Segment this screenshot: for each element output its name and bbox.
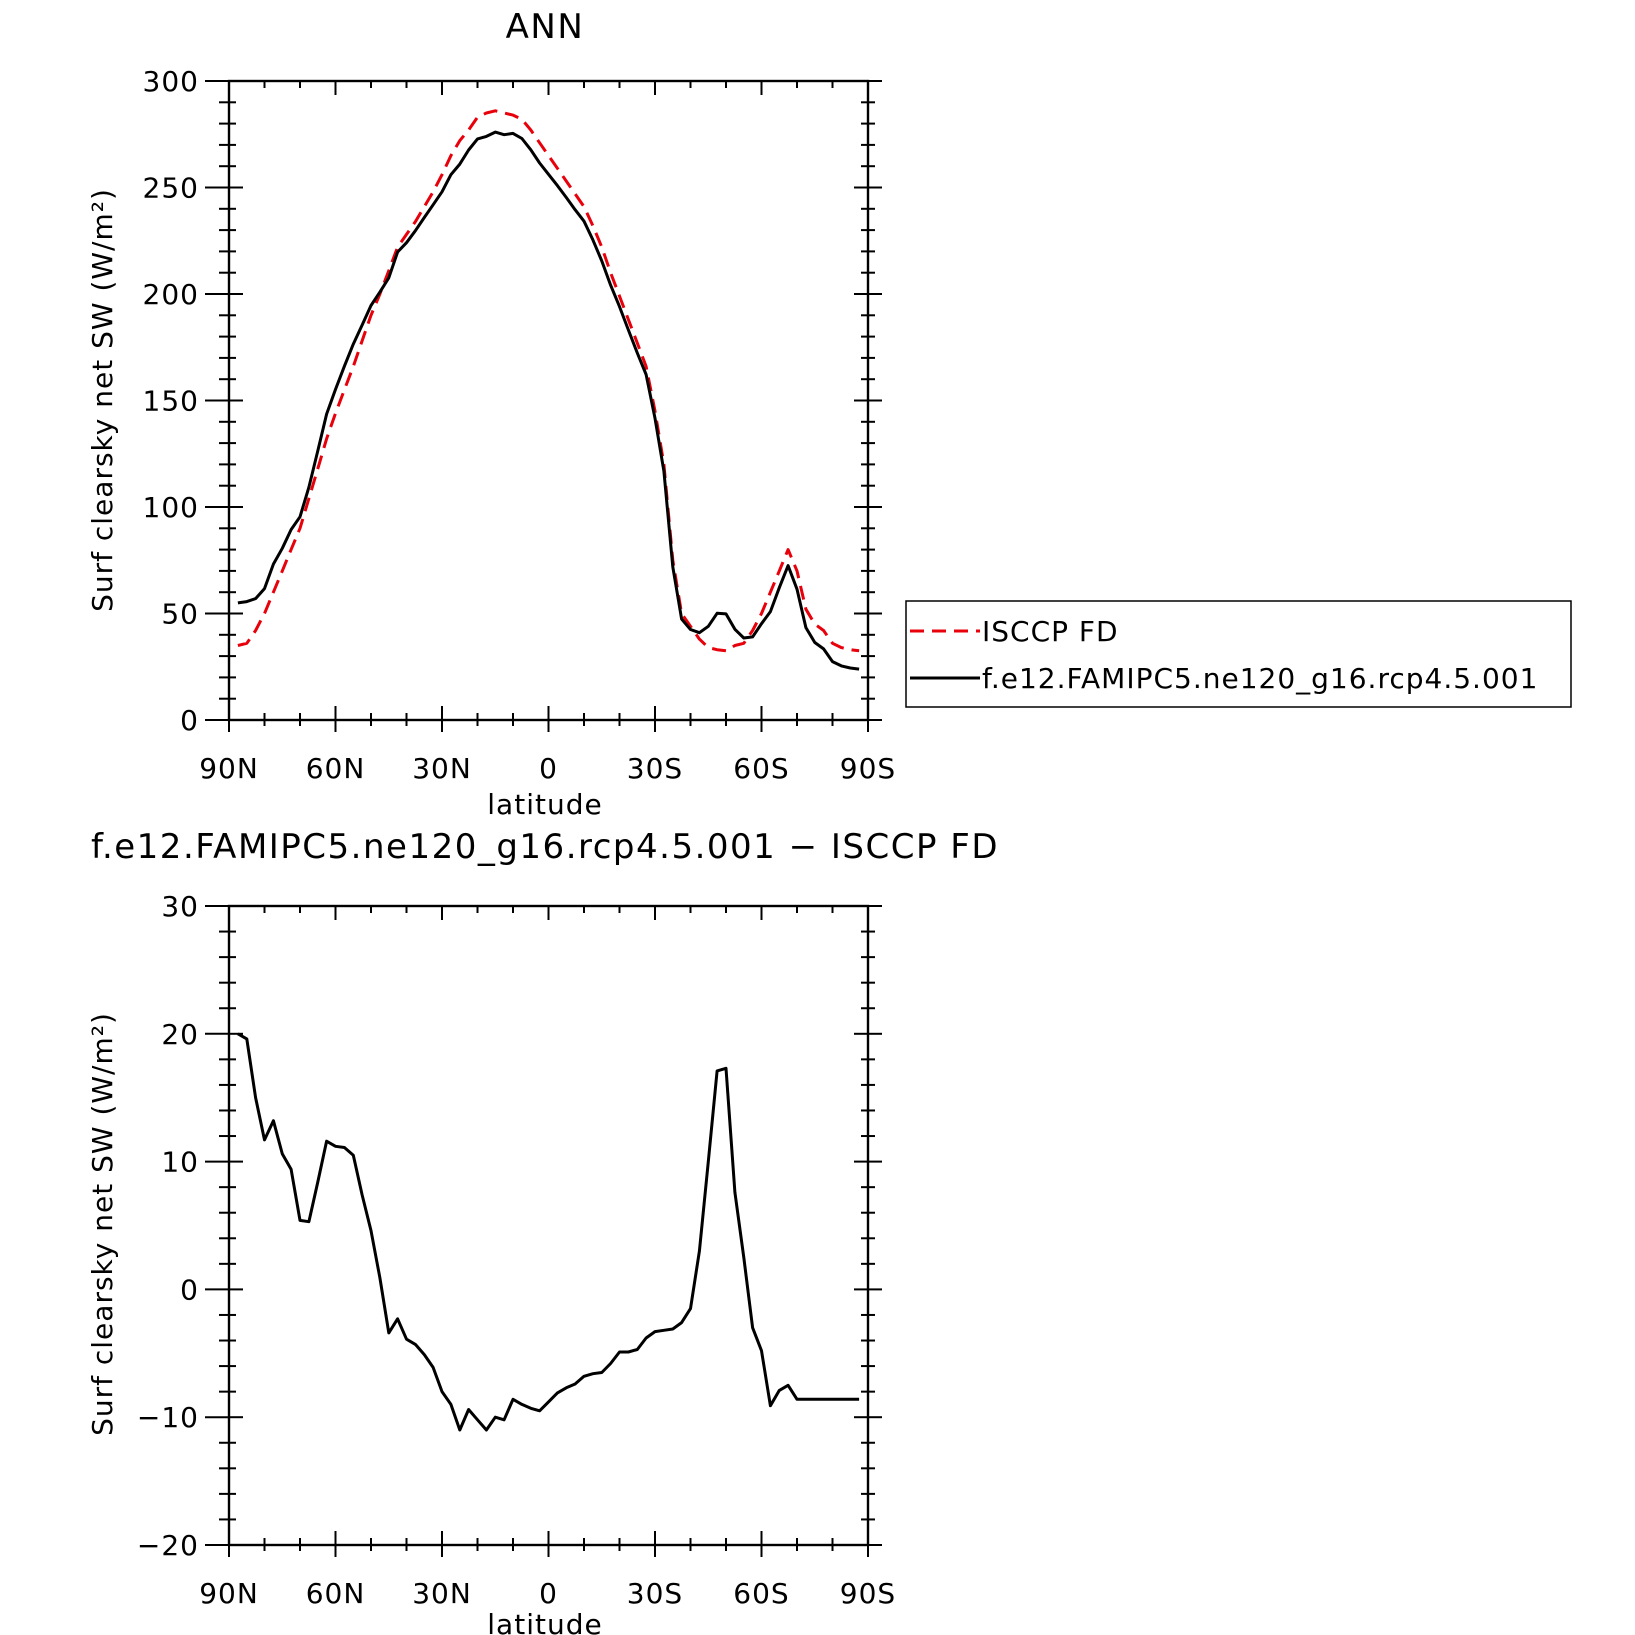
top-x-tick-label: 90N <box>199 752 259 785</box>
top-chart-title: ANN <box>506 7 585 47</box>
bottom-x-tick-label: 0 <box>539 1577 558 1610</box>
top-y-tick-label: 0 <box>180 704 199 737</box>
top-y-tick-label: 300 <box>143 65 199 98</box>
top-y-tick-label: 200 <box>143 278 199 311</box>
legend: ISCCP FD f.e12.FAMIPC5.ne120_g16.rcp4.5.… <box>905 600 1572 708</box>
bottom-y-tick-label: −20 <box>137 1529 199 1562</box>
bottom-chart-axes: 90N 60N 30N 0 30S 60S 90S −20 −10 0 10 20 30 <box>137 890 896 1610</box>
bottom-chart-series <box>237 1032 860 1432</box>
top-chart-x-axis-title: latitude <box>487 788 602 821</box>
bottom-x-tick-label: 90N <box>199 1577 259 1610</box>
top-x-tick-label: 30S <box>627 752 683 785</box>
legend-label-isccp: ISCCP FD <box>982 615 1119 648</box>
legend-label-model: f.e12.FAMIPC5.ne120_g16.rcp4.5.001 <box>982 662 1538 695</box>
top-chart-axes: 90N 60N 30N 0 30S 60S 90S 0 50 100 150 200 250 300 <box>143 65 896 785</box>
top-plot-frame <box>227 79 870 722</box>
bottom-series-line-0 <box>237 1032 860 1432</box>
top-series-line-1 <box>237 130 860 671</box>
bottom-x-tick-label: 60S <box>733 1577 789 1610</box>
bottom-y-tick-label: 30 <box>161 890 199 923</box>
bottom-chart-y-axis-title: Surf clearsky net SW (W/m²) <box>86 1012 119 1436</box>
top-series-line-0 <box>237 109 860 653</box>
bottom-x-tick-label: 30N <box>412 1577 472 1610</box>
top-x-tick-label: 60N <box>306 752 366 785</box>
top-chart: ANN 90N 60N 30N 0 30S 60S 90S 0 50 100 150 200 250 30… <box>86 7 896 821</box>
legend-box <box>905 600 1572 708</box>
bottom-x-tick-label: 90S <box>840 1577 896 1610</box>
top-chart-series <box>237 109 860 671</box>
top-chart-y-axis-title: Surf clearsky net SW (W/m²) <box>86 188 119 612</box>
top-x-tick-label: 90S <box>840 752 896 785</box>
top-x-tick-label: 0 <box>539 752 558 785</box>
bottom-plot-frame <box>227 904 870 1547</box>
top-y-tick-label: 100 <box>143 491 199 524</box>
bottom-y-tick-label: 20 <box>161 1018 199 1051</box>
bottom-x-tick-label: 30S <box>627 1577 683 1610</box>
bottom-chart: f.e12.FAMIPC5.ne120_g16.rcp4.5.001 − ISC… <box>86 827 999 1635</box>
top-x-tick-label: 30N <box>412 752 472 785</box>
bottom-chart-title: f.e12.FAMIPC5.ne120_g16.rcp4.5.001 − ISC… <box>91 827 999 867</box>
top-y-tick-label: 50 <box>161 598 199 631</box>
bottom-y-tick-label: −10 <box>137 1401 199 1434</box>
top-y-tick-label: 250 <box>143 172 199 205</box>
bottom-y-tick-label: 0 <box>180 1273 199 1306</box>
bottom-y-tick-label: 10 <box>161 1146 199 1179</box>
top-x-tick-label: 60S <box>733 752 789 785</box>
top-y-tick-label: 150 <box>143 385 199 418</box>
bottom-x-tick-label: 60N <box>306 1577 366 1610</box>
bottom-chart-x-axis-title: latitude <box>487 1608 602 1635</box>
